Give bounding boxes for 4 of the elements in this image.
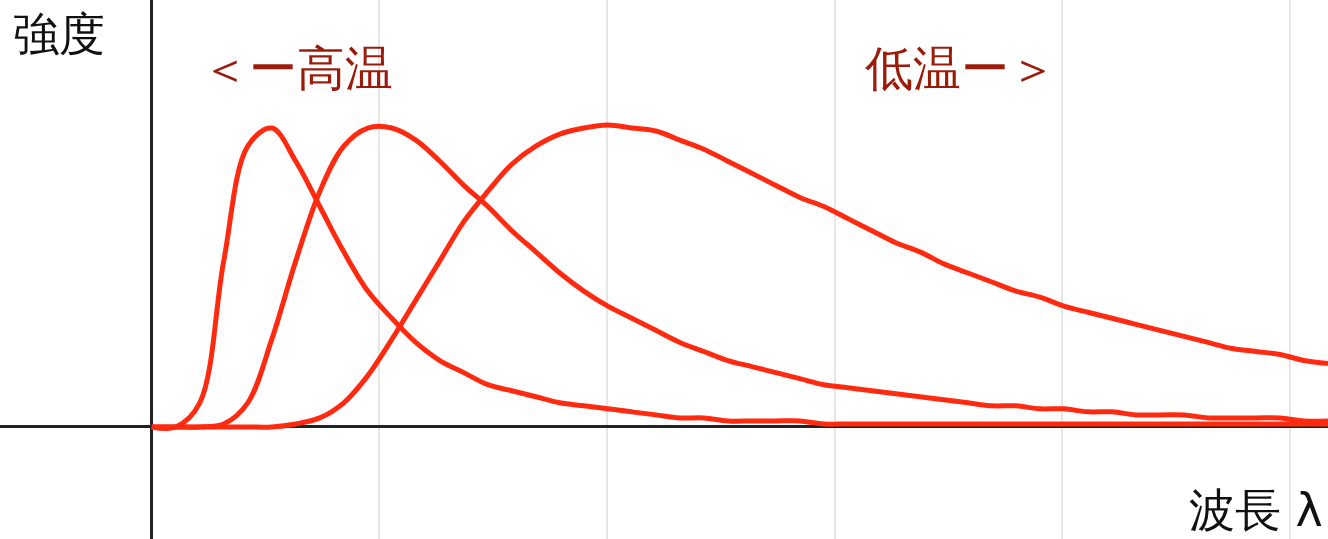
y-axis-title: 強度 bbox=[13, 7, 105, 61]
x-axis-title: 波長 λ bbox=[1189, 483, 1323, 537]
text: 低温ー＞ bbox=[865, 40, 1057, 96]
text: ＜ー高温 bbox=[201, 40, 393, 96]
